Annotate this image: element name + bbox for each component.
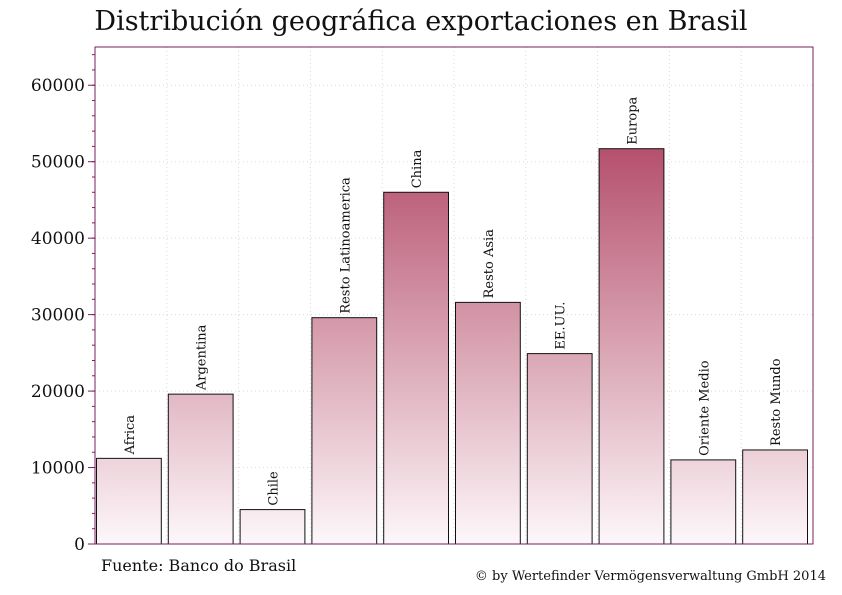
bar-category-label: Resto Asia bbox=[482, 229, 497, 299]
source-note: Fuente: Banco do Brasil bbox=[101, 556, 297, 575]
bars bbox=[96, 148, 809, 545]
bar bbox=[239, 509, 306, 545]
bar-category-label: Resto Mundo bbox=[769, 358, 784, 446]
y-tick-label: 60000 bbox=[31, 76, 85, 96]
y-axis: 0 10000 20000 30000 40000 50000 60000 bbox=[31, 54, 95, 555]
bar bbox=[742, 449, 809, 545]
y-tick-label: 0 bbox=[74, 535, 85, 555]
copyright-note: © by Wertefinder Vermögensverwaltung Gmb… bbox=[474, 569, 826, 584]
bar-category-label: Chile bbox=[267, 471, 282, 506]
bar-category-label: Africa bbox=[123, 415, 138, 456]
y-tick-label: 20000 bbox=[31, 382, 85, 402]
plot-frame bbox=[94, 46, 814, 545]
bar-category-label: Europa bbox=[626, 96, 641, 144]
bar-category-label: Argentina bbox=[195, 324, 210, 391]
bar bbox=[167, 393, 234, 545]
bar bbox=[670, 459, 737, 545]
bar-category-label: Oriente Medio bbox=[697, 360, 712, 456]
bar-category-label: EE.UU. bbox=[554, 302, 569, 350]
y-tick-label: 40000 bbox=[31, 229, 85, 249]
bar-category-label: China bbox=[410, 149, 425, 188]
bar bbox=[598, 148, 665, 545]
bar bbox=[526, 353, 593, 545]
y-tick-label: 30000 bbox=[31, 306, 85, 326]
bar bbox=[455, 301, 521, 545]
gridlines bbox=[95, 47, 813, 544]
bar bbox=[96, 457, 162, 545]
bar-category-label: Resto Latinoamerica bbox=[338, 177, 353, 314]
y-tick-label: 50000 bbox=[31, 153, 85, 173]
y-tick-label: 10000 bbox=[31, 459, 85, 479]
chart-title: Distribución geográfica exportaciones en… bbox=[94, 6, 748, 37]
bar bbox=[311, 317, 378, 545]
bar-labels: Africa Argentina Chile Resto Latinoamerica C… bbox=[123, 96, 784, 505]
bar bbox=[383, 191, 450, 545]
